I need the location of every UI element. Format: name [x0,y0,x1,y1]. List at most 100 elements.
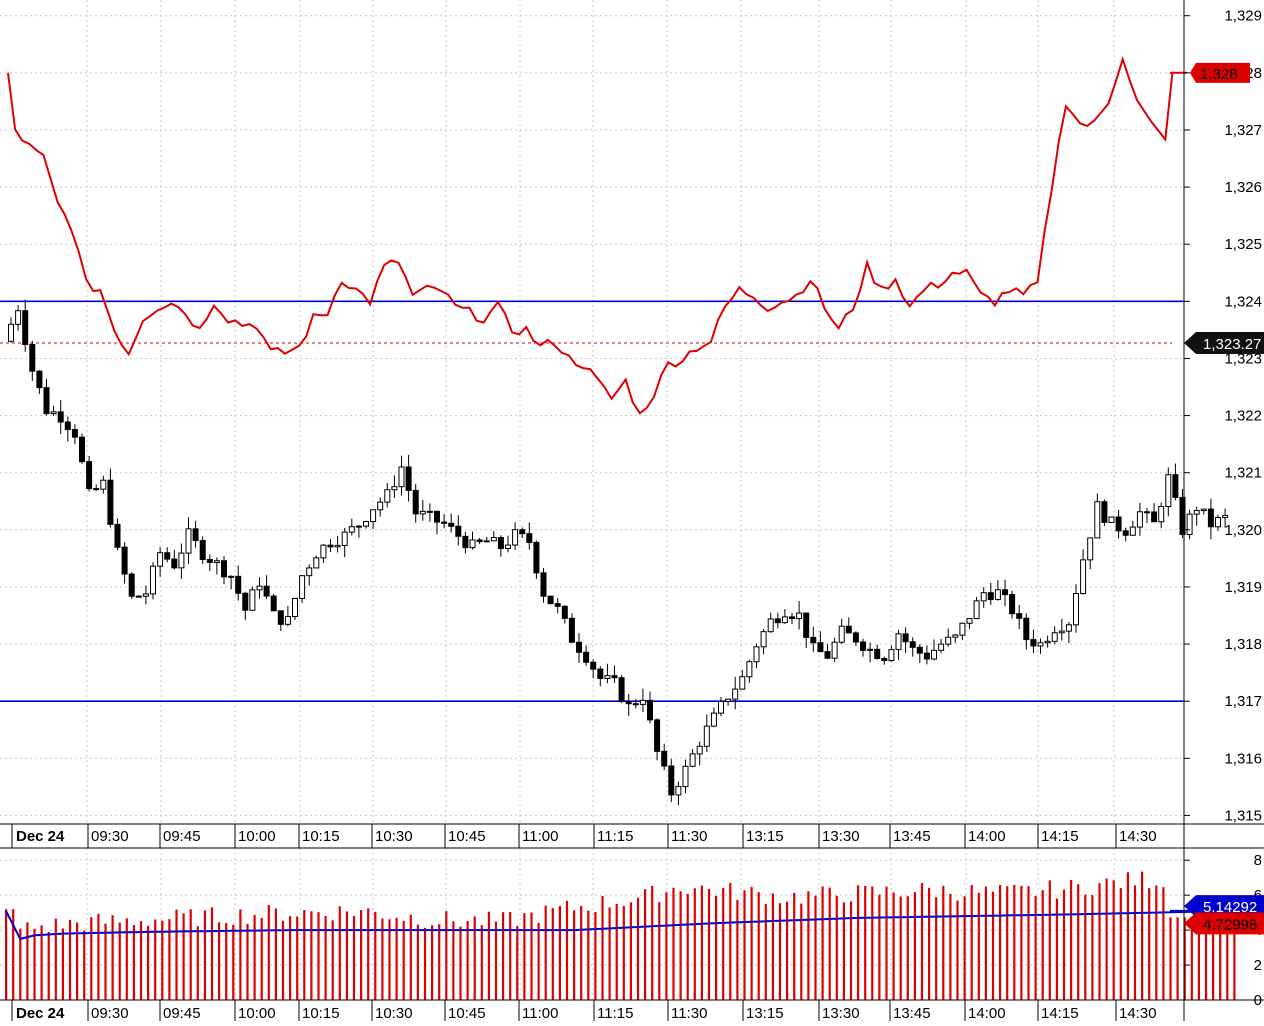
volume-bar [821,886,824,1000]
candle-body [980,592,987,602]
candle-body [746,661,753,678]
candle-body [831,641,838,659]
volume-average-line [5,909,1235,941]
volume-bar [61,928,64,1000]
volume-bar [97,913,100,1000]
candle-body [824,651,831,659]
candle-body [1215,517,1221,528]
volume-bar [1020,885,1023,1000]
volume-bar [700,885,703,1000]
volume-bar [118,922,121,1000]
volume-bar [580,905,583,1000]
volume-bar [480,925,483,1000]
candle-body [135,595,142,598]
candle-body [561,605,568,619]
candle-body [320,544,327,559]
candle-body [199,540,206,560]
volume-bar [161,920,164,1000]
volume-y-tick-label: 2 [1254,957,1262,974]
x-axis-time-label: 13:45 [893,828,931,845]
candle-body [313,557,320,569]
candle-body [1108,516,1115,523]
candle-body [597,668,604,679]
candle-body [1165,474,1172,508]
price-y-tick-label: 1,329 [1224,8,1262,25]
volume-bar [303,909,306,1000]
x-axis-time-label: 09:45 [163,1005,201,1021]
volume-bar [338,906,341,1000]
candle-body [1122,530,1129,536]
candle-body [384,489,391,503]
x-axis-time-label: 10:45 [448,1005,486,1021]
x-axis-time-label: 11:30 [671,828,707,845]
x-axis-time-label: 13:45 [893,1005,931,1021]
volume-bar [736,899,739,1000]
candle-body [270,595,277,612]
volume-bar [807,891,810,1000]
volume-bar [509,911,512,1000]
volume-bar [452,921,455,1000]
volume-bar [125,918,128,1000]
volume-bar [1183,917,1186,1000]
candle-body [1065,624,1072,632]
candle-body [363,520,369,527]
price-y-tick-label: 1,326 [1224,179,1262,196]
candle-body [668,765,675,796]
volume-bar [1212,917,1215,1000]
candle-body [938,643,945,651]
volume-bar [1219,917,1222,1000]
volume-y-tick-label: 0 [1254,992,1262,1009]
candle-body [817,642,824,653]
volume-bar [33,928,36,1000]
volume-bar [530,912,533,1000]
candle-body [150,565,156,595]
candle-body [952,634,959,638]
x-axis-time-label: 14:15 [1041,1005,1079,1021]
candle-body [398,466,405,488]
volume-bar [1034,895,1037,1000]
volume-badge-red-box [1184,912,1264,935]
volume-bar [253,914,256,1000]
candle-body [753,646,760,663]
volume-bar [1027,886,1030,1000]
candle-body [739,676,746,690]
volume-bar [608,907,611,1000]
price-badge-last-text: 1,323.27 [1203,336,1261,353]
volume-bar [502,912,505,1000]
price-y-tick-label: 1,316 [1224,750,1262,767]
volume-bar [1006,886,1009,1000]
volume-bar [764,903,767,1000]
volume-bar [168,919,171,1000]
volume-bar [573,910,576,1000]
candle-body [93,488,100,491]
candle-body [689,753,696,767]
volume-bar [1070,879,1073,1000]
candle-body [355,525,362,528]
candle-body [611,675,618,679]
volume-bar [473,916,476,1000]
volume-bar [374,911,377,1000]
volume-bar [899,896,902,1000]
candlestick-series [8,299,1229,806]
candle-body [213,560,220,563]
volume-bar [203,910,206,1000]
price-y-tick-label: 1,319 [1224,579,1262,596]
axis-labels: 1,329 1,328 1,327 1,326 1,325 1,324 1,323 1,322… [16,8,1262,1022]
candle-body [803,612,810,638]
candle-body [29,343,36,372]
volume-bar [1013,884,1016,1000]
candle-body [192,528,199,542]
volume-bar [466,920,469,1000]
volume-bar [1204,917,1208,1000]
red-price-line-series [7,56,1187,415]
candle-body [1080,559,1087,595]
volume-bar [516,925,519,1000]
volume-bar [438,924,441,1000]
candle-body [789,616,795,620]
volume-bar [175,909,178,1000]
candle-body [505,544,511,550]
volume-bar [132,925,135,1000]
